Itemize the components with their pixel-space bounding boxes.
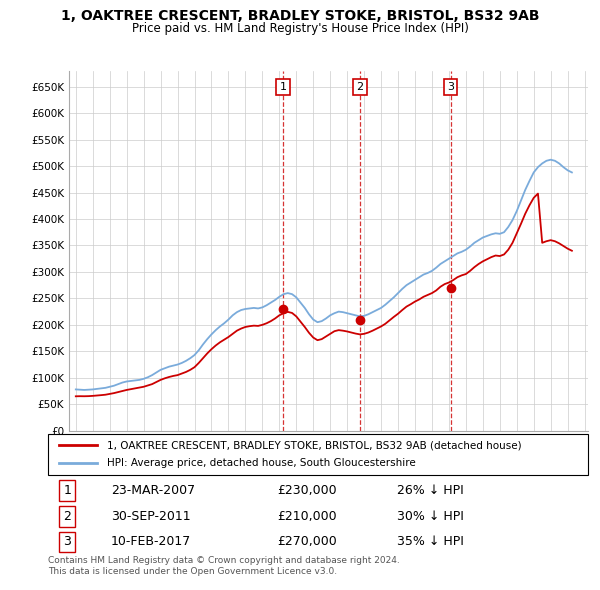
Text: £270,000: £270,000	[277, 535, 337, 548]
Text: HPI: Average price, detached house, South Gloucestershire: HPI: Average price, detached house, Sout…	[107, 458, 416, 468]
Text: 10-FEB-2017: 10-FEB-2017	[111, 535, 191, 548]
Text: 23-MAR-2007: 23-MAR-2007	[111, 484, 195, 497]
Text: 30-SEP-2011: 30-SEP-2011	[111, 510, 190, 523]
Text: 30% ↓ HPI: 30% ↓ HPI	[397, 510, 464, 523]
Text: £230,000: £230,000	[277, 484, 337, 497]
Text: Price paid vs. HM Land Registry's House Price Index (HPI): Price paid vs. HM Land Registry's House …	[131, 22, 469, 35]
Text: 2: 2	[356, 81, 364, 91]
Text: Contains HM Land Registry data © Crown copyright and database right 2024.
This d: Contains HM Land Registry data © Crown c…	[48, 556, 400, 576]
Text: 1, OAKTREE CRESCENT, BRADLEY STOKE, BRISTOL, BS32 9AB (detached house): 1, OAKTREE CRESCENT, BRADLEY STOKE, BRIS…	[107, 440, 522, 450]
Text: 1: 1	[63, 484, 71, 497]
Text: 1, OAKTREE CRESCENT, BRADLEY STOKE, BRISTOL, BS32 9AB: 1, OAKTREE CRESCENT, BRADLEY STOKE, BRIS…	[61, 9, 539, 23]
Text: 2: 2	[63, 510, 71, 523]
Text: 3: 3	[447, 81, 454, 91]
Text: £210,000: £210,000	[277, 510, 337, 523]
Text: 35% ↓ HPI: 35% ↓ HPI	[397, 535, 464, 548]
Text: 1: 1	[280, 81, 287, 91]
Text: 26% ↓ HPI: 26% ↓ HPI	[397, 484, 464, 497]
Text: 3: 3	[63, 535, 71, 548]
